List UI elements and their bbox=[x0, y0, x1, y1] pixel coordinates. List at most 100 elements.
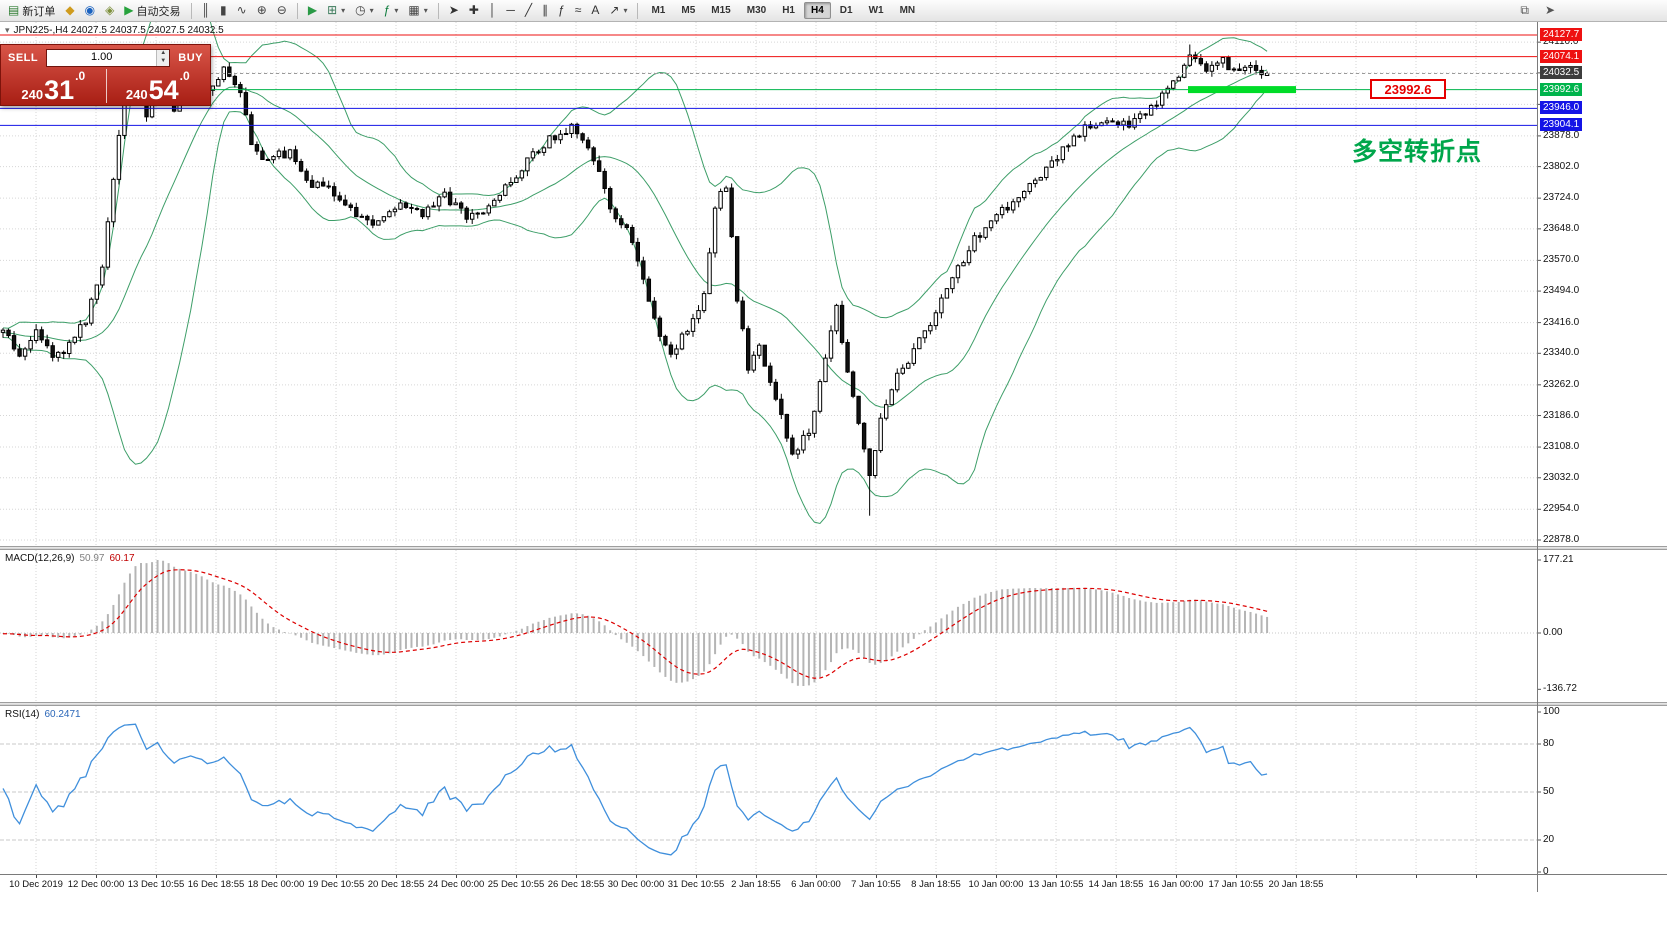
trade-panel-top-row: SELL 1.00 ▲ ▼ BUY bbox=[1, 45, 210, 68]
dock-chart-button[interactable]: ⧉ bbox=[1515, 0, 1534, 21]
time-axis-label: 12 Dec 00:00 bbox=[67, 879, 125, 890]
bar-chart-button[interactable]: ║ bbox=[197, 0, 216, 21]
price-axis-label: 22954.0 bbox=[1543, 503, 1580, 515]
time-axis-label: 25 Dec 10:55 bbox=[487, 879, 545, 890]
timeframe-mn-button[interactable]: MN bbox=[899, 5, 916, 16]
fibonacci-button[interactable]: ƒ bbox=[553, 0, 570, 21]
macd-indicator-label: MACD(12,26,9) 50.97 60.17 bbox=[5, 553, 135, 564]
sell-button[interactable]: SELL bbox=[8, 51, 39, 64]
time-axis-tick bbox=[276, 875, 277, 878]
macd-axis-label: -136.72 bbox=[1543, 683, 1577, 695]
fibonacci-icon: ƒ bbox=[558, 3, 565, 17]
zoom-in-button[interactable]: ⊕ bbox=[252, 0, 272, 21]
text-button[interactable]: A bbox=[586, 0, 604, 21]
timeframe-m5-button[interactable]: M5 bbox=[681, 5, 696, 16]
arrows-button[interactable]: ↗ ▾ bbox=[604, 0, 632, 21]
buy-price-button[interactable]: 240 54 .0 bbox=[106, 68, 211, 106]
time-axis-tick bbox=[456, 875, 457, 878]
sell-price-button[interactable]: 240 31 .0 bbox=[1, 68, 106, 106]
hline-price-label: 24127.7 bbox=[1540, 28, 1583, 41]
time-axis[interactable]: 10 Dec 2019 12 Dec 00:00 13 Dec 10:55 16 De… bbox=[0, 874, 1667, 892]
toolbar-separator bbox=[296, 2, 298, 19]
cursor-button[interactable]: ➤ bbox=[444, 0, 464, 21]
volume-value[interactable]: 1.00 bbox=[90, 50, 113, 63]
price-chart-canvas[interactable] bbox=[0, 22, 1667, 546]
panel-splitter[interactable] bbox=[0, 546, 1667, 550]
time-axis-tick bbox=[996, 875, 997, 878]
indicators-icon: ƒ bbox=[383, 3, 391, 17]
rsi-axis-label: 0 bbox=[1543, 866, 1549, 877]
time-axis-label: 8 Jan 18:55 bbox=[911, 879, 961, 890]
horizontal-line-button[interactable]: ─ bbox=[501, 0, 520, 21]
indicators-button[interactable]: ƒ ▾ bbox=[379, 0, 404, 21]
macd-panel[interactable]: MACD(12,26,9) 50.97 60.17 177.21 0.00 -136… bbox=[0, 550, 1667, 702]
auto-scroll-icon: ▶ bbox=[307, 3, 318, 17]
timeframe-m30-button[interactable]: M30 bbox=[746, 5, 767, 16]
line-chart-button[interactable]: ∿ bbox=[232, 0, 252, 21]
timeframe-m15-button[interactable]: M15 bbox=[711, 5, 731, 16]
symbol-ohlc-text: JPN225-,H4 24027.5 24037.5 24027.5 24032… bbox=[13, 25, 224, 36]
price-axis-label: 23570.0 bbox=[1543, 254, 1580, 266]
chart-panel[interactable]: ▾ JPN225-,H4 24027.5 24037.5 24027.5 240… bbox=[0, 22, 1667, 546]
rsi-axis-label: 80 bbox=[1543, 738, 1555, 749]
strategy-tester-icon: ◈ bbox=[105, 3, 115, 17]
macd-canvas[interactable] bbox=[0, 550, 1667, 702]
timeframe-w1-button[interactable]: W1 bbox=[868, 5, 884, 16]
one-click-trading-panel: SELL 1.00 ▲ ▼ BUY 240 31 .0 240 54 .0 bbox=[0, 44, 211, 106]
new-order-icon: ▤ bbox=[8, 3, 20, 17]
pointer-mode-button[interactable]: ➤ bbox=[1540, 0, 1560, 21]
timeframe-h4-button[interactable]: H4 bbox=[803, 2, 831, 19]
price-axis-label: 23648.0 bbox=[1543, 222, 1580, 234]
time-axis-tick bbox=[636, 875, 637, 878]
candlestick-chart-button[interactable]: ▮ bbox=[215, 0, 232, 21]
time-axis-tick bbox=[816, 875, 817, 878]
rsi-canvas[interactable] bbox=[0, 706, 1667, 874]
rsi-indicator-label: RSI(14) 60.2471 bbox=[5, 709, 81, 720]
volume-spinner[interactable]: ▲ ▼ bbox=[156, 49, 170, 66]
time-axis-tick bbox=[1236, 875, 1237, 878]
spinner-down-icon[interactable]: ▼ bbox=[160, 57, 167, 64]
macd-axis-label: 177.21 bbox=[1543, 554, 1574, 565]
templates-button[interactable]: ▦ ▾ bbox=[403, 0, 432, 21]
volume-input[interactable]: 1.00 ▲ ▼ bbox=[46, 48, 171, 67]
timeframe-h1-button[interactable]: H1 bbox=[782, 5, 795, 16]
auto-trading-button-label: 自动交易 bbox=[136, 5, 181, 18]
time-axis-label: 19 Dec 10:55 bbox=[307, 879, 365, 890]
timeframe-m1-button[interactable]: M1 bbox=[651, 5, 666, 16]
vertical-line-button[interactable]: │ bbox=[484, 0, 502, 21]
timeframe-d1-button[interactable]: D1 bbox=[839, 5, 853, 16]
zoom-out-button[interactable]: ⊖ bbox=[272, 0, 292, 21]
toolbar-separator bbox=[190, 2, 192, 19]
time-axis-label: 10 Dec 2019 bbox=[9, 879, 63, 890]
strategy-tester-button[interactable]: ◈ bbox=[100, 0, 119, 21]
channel-button[interactable]: ∥ bbox=[537, 0, 553, 21]
crosshair-button[interactable]: ✚ bbox=[464, 0, 484, 21]
dropdown-arrow-icon: ▾ bbox=[394, 6, 399, 15]
buy-price-suffix: .0 bbox=[179, 69, 190, 83]
price-axis-label: 23340.0 bbox=[1543, 347, 1580, 359]
time-axis-tick bbox=[336, 875, 337, 878]
data-window-button[interactable]: ◉ bbox=[80, 0, 100, 21]
trendline-button[interactable]: ╱ bbox=[520, 0, 537, 21]
time-axis-tick bbox=[1176, 875, 1177, 878]
price-axis-label: 22878.0 bbox=[1543, 534, 1580, 545]
profiles-button[interactable]: ◷ ▾ bbox=[350, 0, 379, 21]
buy-button[interactable]: BUY bbox=[178, 51, 203, 64]
panel-splitter[interactable] bbox=[0, 702, 1667, 706]
auto-trading-button[interactable]: ▶ 自动交易 bbox=[119, 0, 185, 21]
horizontal-line-icon: ─ bbox=[506, 3, 515, 17]
price-axis-label: 24110.0 bbox=[1543, 36, 1579, 48]
rsi-panel[interactable]: RSI(14) 60.2471 100 80 50 20 0 bbox=[0, 706, 1667, 877]
waves-button[interactable]: ≈ bbox=[570, 0, 587, 21]
new-order-button[interactable]: ▤ 新订单 bbox=[3, 0, 60, 21]
time-axis-tick bbox=[396, 875, 397, 878]
chart-shift-button[interactable]: ⊞ ▾ bbox=[322, 0, 350, 21]
time-axis-label: 13 Jan 10:55 bbox=[1028, 879, 1084, 890]
rsi-name: RSI(14) bbox=[5, 709, 40, 720]
line-chart-icon: ∿ bbox=[236, 3, 247, 17]
trade-panel-prices: 240 31 .0 240 54 .0 bbox=[1, 68, 210, 106]
macd-value-main: 50.97 bbox=[79, 553, 105, 564]
market-watch-button[interactable]: ◆ bbox=[60, 0, 79, 21]
spinner-up-icon[interactable]: ▲ bbox=[160, 49, 167, 56]
auto-scroll-button[interactable]: ▶ bbox=[303, 0, 322, 21]
